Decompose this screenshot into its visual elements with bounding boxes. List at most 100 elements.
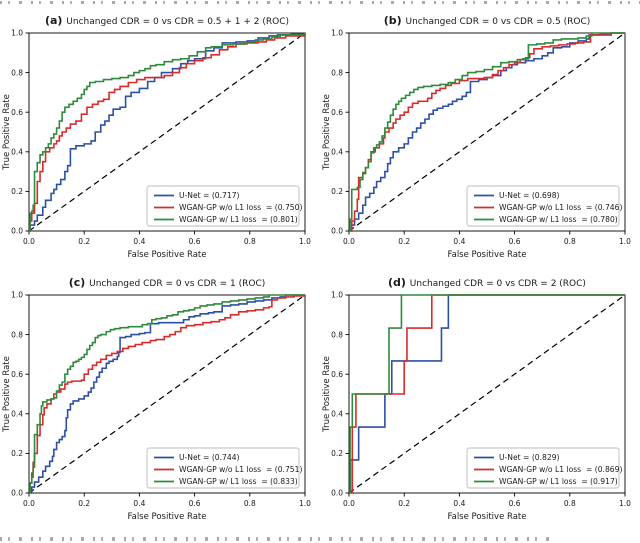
legend-label: WGAN-GP w/o L1 loss = (0.869): [499, 465, 622, 474]
legend: U-Net = (0.744) WGAN-GP w/o L1 loss = (0.…: [146, 447, 302, 489]
y-tick-label: 0.8: [331, 68, 343, 77]
legend-box: [466, 185, 620, 227]
y-tick-label: 0.2: [11, 449, 23, 458]
chart-title: (a) Unchanged CDR = 0 vs CDR = 0.5 + 1 +…: [45, 14, 289, 27]
x-axis-label: False Positive Rate: [448, 250, 527, 260]
legend-label: WGAN-GP w/o L1 loss = (0.751): [179, 465, 302, 474]
y-axis-label: True Positive Rate: [2, 356, 12, 433]
x-tick-label: 0.6: [509, 237, 521, 246]
cropped-text-line-top: [0, 1, 640, 4]
y-tick-label: 0.8: [11, 68, 23, 77]
legend-label: WGAN-GP w/ L1 loss = (0.917): [499, 477, 618, 486]
roc-chart-c: (c) Unchanged CDR = 0 vs CDR = 1 (ROC) 0.…: [2, 276, 311, 522]
x-tick-label: 1.0: [299, 237, 311, 246]
chance-diagonal-line: [348, 32, 626, 232]
axes-spines: [28, 294, 306, 494]
legend-label: WGAN-GP w/o L1 loss = (0.746): [499, 203, 622, 212]
x-tick-label: 1.0: [299, 499, 311, 508]
legend-label: U-Net = (0.829): [499, 453, 560, 462]
x-axis-label: False Positive Rate: [128, 250, 207, 260]
legend-box: [146, 447, 300, 489]
x-tick-label: 0.4: [453, 237, 465, 246]
legend-label: U-Net = (0.698): [499, 191, 560, 200]
chart-title: (d) Unchanged CDR = 0 vs CDR = 2 (ROC): [388, 276, 586, 289]
x-tick-label: 0.4: [453, 499, 465, 508]
roc-curve-u-net: [29, 33, 306, 232]
y-axis-label: True Positive Rate: [2, 94, 12, 171]
x-tick-label: 0.6: [189, 499, 201, 508]
x-tick-label: 0.2: [398, 499, 410, 508]
y-tick-label: 0.2: [11, 187, 23, 196]
x-tick-label: 0.0: [343, 499, 355, 508]
legend: U-Net = (0.829) WGAN-GP w/o L1 loss = (0.…: [466, 447, 622, 489]
x-tick-label: 0.0: [23, 237, 35, 246]
axes-spines: [348, 32, 626, 232]
roc-curve-wgan-gp-w-o-l1-loss: [349, 32, 625, 232]
roc-curve-wgan-gp-w-l1-loss: [29, 33, 306, 232]
y-tick-label: 1.0: [11, 291, 23, 300]
x-tick-label: 1.0: [619, 237, 631, 246]
x-axis-label: False Positive Rate: [448, 512, 527, 522]
x-tick-label: 0.0: [343, 237, 355, 246]
roc-chart-a: (a) Unchanged CDR = 0 vs CDR = 0.5 + 1 +…: [2, 14, 311, 260]
y-tick-label: 0.4: [331, 410, 343, 419]
legend-label: U-Net = (0.744): [179, 453, 240, 462]
y-tick-label: 0.0: [11, 227, 23, 236]
x-tick-label: 0.2: [398, 237, 410, 246]
y-tick-label: 0.6: [11, 370, 23, 379]
cropped-caption-line-bottom: [0, 537, 551, 541]
x-tick-label: 0.8: [244, 499, 256, 508]
legend-box: [466, 447, 620, 489]
panel-a: (a) Unchanged CDR = 0 vs CDR = 0.5 + 1 +…: [0, 7, 320, 269]
y-tick-label: 0.6: [331, 108, 343, 117]
chance-diagonal-line: [28, 32, 306, 232]
roc-curve-u-net: [349, 32, 625, 232]
chart-title: (c) Unchanged CDR = 0 vs CDR = 1 (ROC): [69, 276, 266, 289]
x-axis-label: False Positive Rate: [128, 512, 207, 522]
y-tick-label: 1.0: [331, 29, 343, 38]
x-tick-label: 0.4: [133, 237, 145, 246]
x-tick-label: 0.2: [78, 237, 90, 246]
legend: U-Net = (0.717) WGAN-GP w/o L1 loss = (0.…: [146, 185, 302, 227]
legend: U-Net = (0.698) WGAN-GP w/o L1 loss = (0.…: [466, 185, 622, 227]
y-tick-label: 0.4: [11, 410, 23, 419]
y-tick-label: 0.6: [331, 370, 343, 379]
x-tick-label: 1.0: [619, 499, 631, 508]
y-tick-label: 0.2: [331, 187, 343, 196]
y-tick-label: 0.0: [331, 489, 343, 498]
roc-curve-wgan-gp-w-l1-loss: [349, 294, 625, 494]
y-tick-label: 1.0: [331, 291, 343, 300]
x-tick-label: 0.6: [189, 237, 201, 246]
roc-curve-wgan-gp-w-o-l1-loss: [349, 294, 625, 494]
legend-label: WGAN-GP w/o L1 loss = (0.750): [179, 203, 302, 212]
y-tick-label: 0.4: [11, 148, 23, 157]
chance-diagonal-line: [348, 294, 626, 494]
roc-curve-wgan-gp-w-l1-loss: [349, 32, 625, 232]
y-tick-label: 0.8: [331, 330, 343, 339]
legend-label: WGAN-GP w/ L1 loss = (0.801): [179, 215, 298, 224]
panel-d: (d) Unchanged CDR = 0 vs CDR = 2 (ROC) 0.…: [320, 269, 640, 531]
y-axis-label: True Positive Rate: [322, 94, 332, 171]
roc-chart-b: (b) Unchanged CDR = 0 vs CDR = 0.5 (ROC)…: [322, 14, 631, 260]
y-tick-label: 0.6: [11, 108, 23, 117]
x-tick-label: 0.8: [564, 237, 576, 246]
legend-label: U-Net = (0.717): [179, 191, 240, 200]
y-tick-label: 0.8: [11, 330, 23, 339]
y-tick-label: 0.0: [11, 489, 23, 498]
legend-label: WGAN-GP w/ L1 loss = (0.833): [179, 477, 298, 486]
roc-curve-u-net: [29, 294, 305, 494]
x-tick-label: 0.8: [244, 237, 256, 246]
roc-curve-wgan-gp-w-l1-loss: [29, 294, 305, 494]
x-tick-label: 0.2: [78, 499, 90, 508]
x-tick-label: 0.0: [23, 499, 35, 508]
chance-diagonal-line: [28, 294, 306, 494]
y-tick-label: 0.4: [331, 148, 343, 157]
y-tick-label: 0.2: [331, 449, 343, 458]
legend-box: [146, 185, 300, 227]
panel-c: (c) Unchanged CDR = 0 vs CDR = 1 (ROC) 0.…: [0, 269, 320, 531]
legend-label: WGAN-GP w/ L1 loss = (0.780): [499, 215, 618, 224]
y-axis-label: True Positive Rate: [322, 356, 332, 433]
y-tick-label: 0.0: [331, 227, 343, 236]
roc-chart-d: (d) Unchanged CDR = 0 vs CDR = 2 (ROC) 0.…: [322, 276, 631, 522]
